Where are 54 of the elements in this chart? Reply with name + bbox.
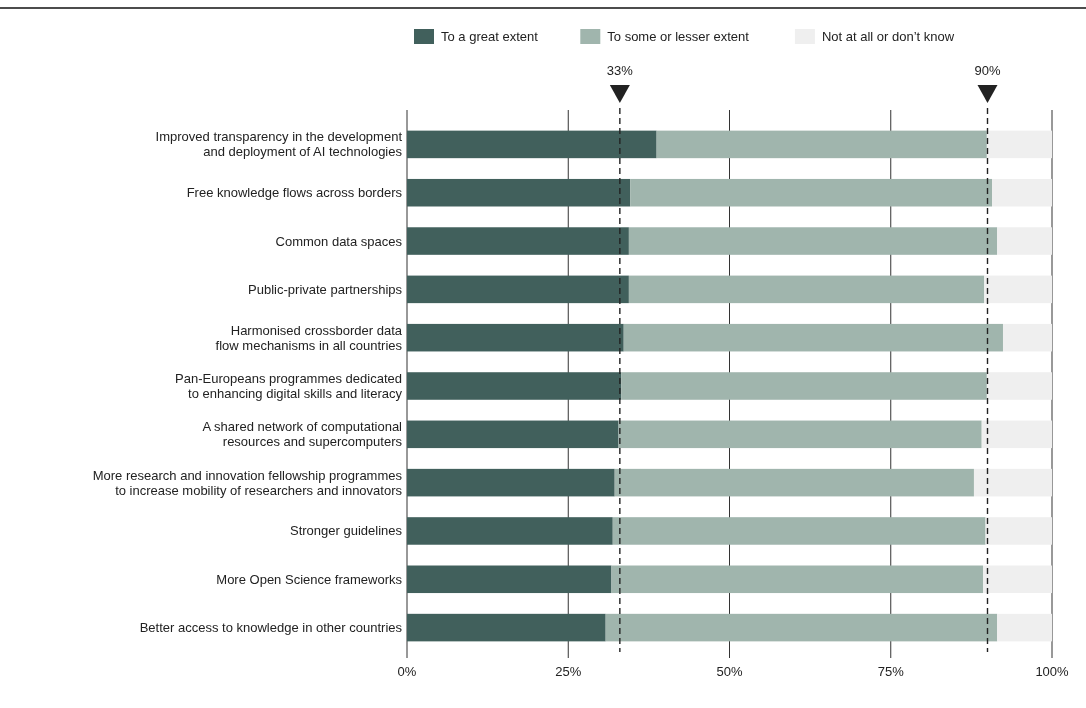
bar	[407, 323, 624, 352]
bar	[973, 468, 1052, 497]
bar	[985, 517, 1052, 545]
bar	[407, 420, 619, 449]
bar	[986, 372, 1052, 400]
x-tick-label: 100%	[1035, 664, 1070, 679]
bar	[628, 227, 998, 255]
bar	[997, 227, 1052, 255]
bar	[623, 323, 1003, 352]
bar	[612, 517, 986, 545]
bar	[407, 613, 606, 642]
y-tick-label: Free knowledge flows across borders	[186, 185, 403, 201]
bar	[407, 468, 615, 497]
bar	[656, 130, 987, 159]
bar	[992, 178, 1052, 207]
bar	[407, 565, 612, 594]
y-tick-label: Better access to knowledge in other countries	[139, 620, 403, 636]
x-tick-label: 25%	[555, 664, 582, 679]
bar	[628, 275, 985, 304]
bar	[997, 613, 1052, 642]
y-tick-label: More research and innovation fellowship programmes to increase mobility of researchers and innovators	[92, 467, 403, 498]
y-tick-label: More Open Science frameworks	[216, 571, 403, 587]
x-tick-label: 0%	[397, 664, 417, 679]
y-tick-label: A shared network of computational resources and supercomputers	[202, 419, 403, 450]
bar	[407, 275, 629, 304]
bar	[407, 517, 613, 545]
ref-line-label: 33%	[606, 63, 634, 78]
bar	[1002, 323, 1052, 352]
bar	[621, 372, 987, 400]
bar	[982, 565, 1052, 594]
bar	[611, 565, 983, 594]
legend-label: To a great extent	[441, 29, 539, 44]
bar	[630, 178, 993, 207]
bar	[981, 420, 1052, 449]
bar	[407, 372, 622, 400]
y-tick-label: Stronger guidelines	[289, 523, 403, 539]
bar	[407, 227, 629, 255]
y-tick-label: Pan-Europeans programmes dedicated to enhancing digital skills and literacy	[175, 371, 403, 401]
bar	[986, 130, 1052, 159]
bar	[407, 178, 631, 207]
bar	[984, 275, 1052, 304]
bar	[407, 130, 657, 159]
y-tick-label: Improved transparency in the development and deployment of AI technologies	[155, 129, 403, 160]
y-tick-label: Common data spaces	[275, 233, 403, 249]
x-tick-label: 50%	[716, 664, 743, 679]
legend-label: To some or lesser extent	[607, 29, 750, 44]
x-tick-label: 75%	[877, 664, 905, 679]
bar	[605, 613, 998, 642]
bar	[618, 420, 982, 449]
legend-label: Not at all or don’t know	[821, 29, 955, 44]
ref-line-label: 90%	[974, 63, 1001, 78]
y-tick-label: Harmonised crossborder data flow mechanisms in all countries	[215, 322, 403, 353]
bar	[614, 468, 974, 497]
y-tick-label: Public-private partnerships	[248, 281, 403, 297]
